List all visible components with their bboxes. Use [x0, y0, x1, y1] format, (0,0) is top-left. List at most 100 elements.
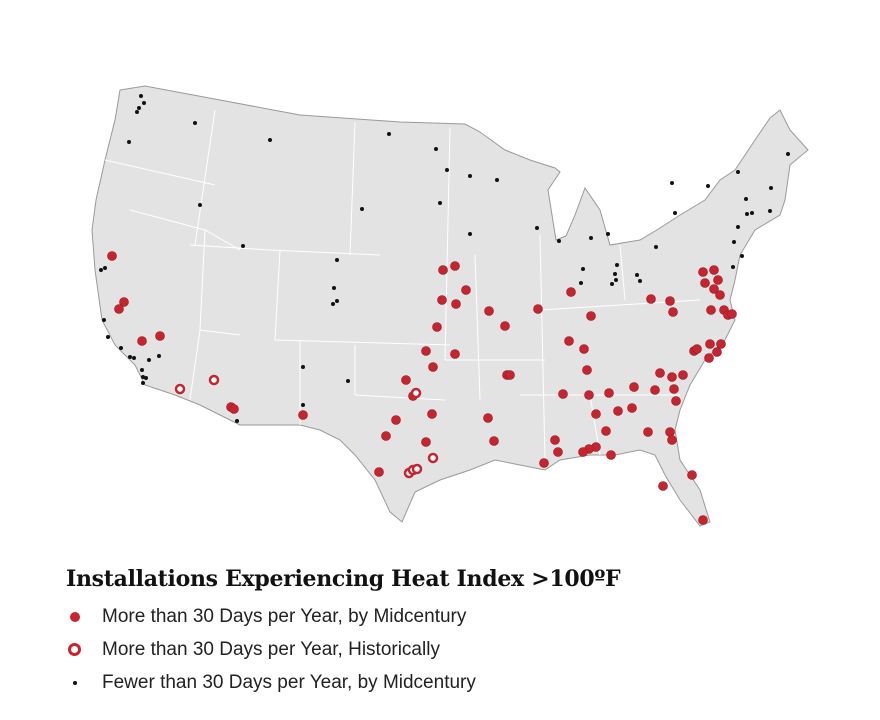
installation-marker-midcentury	[591, 409, 601, 419]
installation-marker-midcentury	[727, 309, 737, 319]
installation-marker-midcentury	[705, 339, 715, 349]
installation-marker-fewer	[102, 318, 106, 322]
installation-marker-midcentury	[298, 410, 308, 420]
installation-marker-fewer	[638, 279, 642, 283]
installation-marker-midcentury	[687, 470, 697, 480]
installation-marker-fewer	[744, 197, 748, 201]
installation-marker-fewer	[157, 354, 161, 358]
installation-marker-fewer	[438, 201, 442, 205]
installation-marker-midcentury	[669, 384, 679, 394]
installation-marker-fewer	[731, 265, 735, 269]
installation-marker-fewer	[606, 232, 610, 236]
installation-marker-fewer	[141, 375, 145, 379]
installation-marker-midcentury	[627, 403, 637, 413]
installation-marker-midcentury	[698, 267, 708, 277]
installation-marker-fewer	[193, 121, 197, 125]
installation-marker-midcentury	[671, 396, 681, 406]
installation-marker-fewer	[654, 245, 658, 249]
installation-marker-fewer	[241, 244, 245, 248]
installation-marker-fewer	[360, 207, 364, 211]
installation-marker-midcentury	[692, 344, 702, 354]
installation-marker-fewer	[301, 365, 305, 369]
installation-marker-midcentury	[584, 390, 594, 400]
small-black-dot-icon	[73, 680, 77, 685]
installation-marker-midcentury	[437, 295, 447, 305]
installation-marker-fewer	[106, 335, 110, 339]
installation-marker-midcentury	[712, 347, 722, 357]
installation-marker-midcentury	[668, 307, 678, 317]
installation-marker-fewer	[346, 379, 350, 383]
installation-marker-fewer	[786, 152, 790, 156]
installation-marker-midcentury	[646, 294, 656, 304]
installation-marker-fewer	[613, 272, 617, 276]
installation-marker-fewer	[768, 209, 772, 213]
installation-marker-midcentury	[678, 370, 688, 380]
installation-marker-midcentury	[137, 336, 147, 346]
installation-marker-midcentury	[119, 297, 129, 307]
installation-marker-fewer	[301, 403, 305, 407]
installation-marker-fewer	[119, 346, 123, 350]
installation-marker-fewer	[127, 140, 131, 144]
installation-marker-fewer	[750, 211, 754, 215]
legend-label: More than 30 Days per Year, by Midcentur…	[102, 605, 467, 627]
installation-marker-fewer	[268, 138, 272, 142]
installation-marker-fewer	[670, 181, 674, 185]
installation-marker-historical	[411, 463, 423, 475]
installation-marker-fewer	[745, 212, 749, 216]
installation-marker-fewer	[434, 147, 438, 151]
installation-marker-midcentury	[586, 311, 596, 321]
installation-marker-fewer	[581, 267, 585, 271]
installation-marker-fewer	[495, 178, 499, 182]
installation-marker-midcentury	[450, 261, 460, 271]
installation-marker-fewer	[579, 281, 583, 285]
installation-marker-fewer	[468, 174, 472, 178]
installation-marker-fewer	[137, 106, 141, 110]
installation-marker-fewer	[128, 355, 132, 359]
installation-marker-midcentury	[578, 447, 588, 457]
installation-marker-midcentury	[421, 437, 431, 447]
installation-marker-fewer	[557, 239, 561, 243]
installation-marker-fewer	[332, 286, 336, 290]
installation-marker-midcentury	[706, 305, 716, 315]
legend: Installations Experiencing Heat Index >1…	[66, 566, 621, 699]
installation-marker-midcentury	[698, 515, 708, 525]
installation-marker-midcentury	[713, 275, 723, 285]
installation-marker-midcentury	[505, 370, 515, 380]
installation-marker-midcentury	[553, 447, 563, 457]
installation-marker-midcentury	[229, 404, 239, 414]
installation-marker-midcentury	[716, 339, 726, 349]
installation-marker-midcentury	[655, 368, 665, 378]
legend-title: Installations Experiencing Heat Index >1…	[66, 566, 621, 592]
installation-marker-fewer	[614, 278, 618, 282]
installation-marker-fewer	[142, 101, 146, 105]
installation-marker-fewer	[135, 110, 139, 114]
installation-marker-midcentury	[667, 435, 677, 445]
installation-marker-midcentury	[564, 336, 574, 346]
installation-marker-historical	[427, 452, 439, 464]
installation-marker-midcentury	[606, 450, 616, 460]
installation-marker-fewer	[132, 356, 136, 360]
installation-marker-fewer	[140, 368, 144, 372]
installation-marker-midcentury	[604, 388, 614, 398]
installation-marker-midcentury	[582, 365, 592, 375]
installation-marker-fewer	[535, 226, 539, 230]
installation-marker-midcentury	[700, 278, 710, 288]
installation-marker-midcentury	[381, 431, 391, 441]
installation-marker-midcentury	[665, 427, 675, 437]
state-borders	[104, 109, 701, 461]
installation-marker-midcentury	[432, 322, 442, 332]
installation-marker-fewer	[335, 299, 339, 303]
installation-marker-midcentury	[601, 426, 611, 436]
installation-marker-fewer	[732, 240, 736, 244]
installation-marker-midcentury	[613, 406, 623, 416]
installation-marker-fewer	[147, 358, 151, 362]
installation-marker-fewer	[740, 254, 744, 258]
installation-marker-midcentury	[489, 436, 499, 446]
installation-marker-midcentury	[428, 362, 438, 372]
installation-marker-fewer	[589, 236, 593, 240]
installation-marker-midcentury	[107, 251, 117, 261]
installation-marker-midcentury	[451, 299, 461, 309]
installation-marker-historical	[410, 387, 422, 399]
installation-marker-fewer	[103, 266, 107, 270]
installation-marker-midcentury	[643, 427, 653, 437]
